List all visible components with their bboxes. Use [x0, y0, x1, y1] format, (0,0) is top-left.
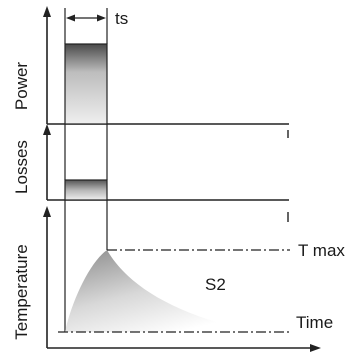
- power-panel: ts Power: [12, 6, 289, 125]
- temperature-curve: [65, 250, 258, 332]
- tmax-label: T max: [298, 241, 345, 260]
- time-label: Time: [296, 313, 333, 332]
- ts-label: ts: [115, 9, 128, 28]
- temperature-axis-arrow-icon: [43, 206, 51, 217]
- power-axis-label: Power: [12, 62, 31, 111]
- time-axis-arrow-icon: [310, 344, 321, 352]
- power-axis-arrow-icon: [43, 6, 51, 17]
- losses-pulse: [64, 179, 108, 201]
- losses-axis-arrow-icon: [43, 124, 51, 135]
- losses-panel: Losses: [12, 124, 289, 201]
- ts-left-arrow-icon: [66, 14, 75, 22]
- temperature-axis-label: Temperature: [12, 244, 31, 339]
- temperature-panel: T max S2 Time Temperature: [12, 200, 345, 352]
- power-pulse: [64, 43, 108, 125]
- losses-axis-label: Losses: [12, 140, 31, 194]
- s2-label: S2: [205, 275, 226, 294]
- ts-right-arrow-icon: [97, 14, 106, 22]
